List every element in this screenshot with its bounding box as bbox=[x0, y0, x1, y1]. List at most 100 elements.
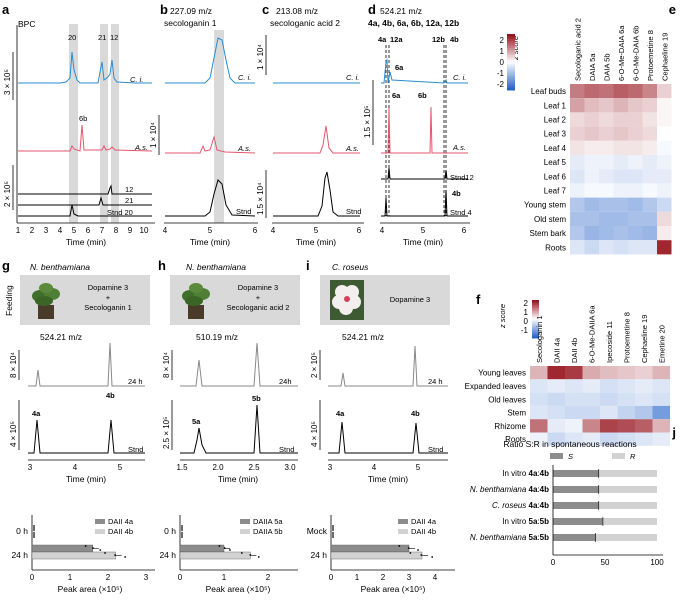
bar-chart: 0 h 24 h DAII 4a DAII 4b 0 1 2 3 Peak ar… bbox=[11, 515, 155, 594]
row-labels: Leaf buds Leaf 1 Leaf 2 Leaf 3 Leaf 4 Leaf 5 L… bbox=[524, 87, 567, 252]
trace-label-ci: C. i. bbox=[346, 73, 359, 82]
j-row-sep: : bbox=[537, 517, 539, 526]
legend-swatch-b bbox=[95, 529, 105, 534]
heatmap-cell bbox=[565, 419, 583, 433]
heatmap-row-label: Rhizome bbox=[494, 422, 526, 431]
x-tick: 6 bbox=[357, 226, 362, 235]
heatmap-cell bbox=[628, 155, 643, 170]
cbar-tick: 0 bbox=[524, 317, 529, 326]
colorbar-segment bbox=[532, 328, 539, 331]
colorbar-segment bbox=[532, 333, 539, 336]
heatmap-cell bbox=[613, 84, 628, 99]
legend-swatch-s bbox=[550, 453, 563, 459]
panel-e: e z score 2 1 0 -1 -2 Secologanic acid 2… bbox=[497, 2, 676, 255]
trace-stnd-20 bbox=[18, 204, 152, 217]
data-point bbox=[398, 545, 401, 547]
trace-as bbox=[18, 124, 153, 152]
data-point bbox=[218, 545, 221, 547]
heatmap-cell bbox=[599, 169, 614, 184]
x-tick: 5 bbox=[314, 226, 319, 235]
j-row-prefix: N. benthamiana bbox=[470, 485, 529, 494]
data-point bbox=[181, 532, 183, 534]
j-row-sep: : bbox=[537, 533, 539, 542]
heatmap-cell bbox=[599, 211, 614, 226]
heatmap-cell bbox=[530, 379, 548, 393]
trace-stnd-12 bbox=[381, 167, 468, 180]
bar-ylabel: 24 h bbox=[11, 550, 28, 560]
x-tick: 4 bbox=[163, 226, 168, 235]
x-tick: 1 bbox=[222, 573, 227, 582]
heatmap-cell bbox=[642, 183, 657, 198]
flower-icon bbox=[330, 280, 364, 320]
trace-label-ci: C. i. bbox=[130, 75, 143, 84]
heatmap-cell bbox=[599, 155, 614, 170]
heatmap-cell bbox=[628, 98, 643, 113]
stnd-label-4: Stnd 4 bbox=[450, 208, 472, 217]
colorbar-segment bbox=[507, 87, 515, 91]
bar-ylabel: 24 h bbox=[310, 550, 327, 560]
heatmap-cell bbox=[600, 432, 618, 446]
x-tick: 2 bbox=[266, 573, 271, 582]
heatmap-cell bbox=[617, 419, 635, 433]
bar-xlabel: Peak area (×10⁵) bbox=[206, 584, 271, 594]
heatmap-cell bbox=[570, 98, 585, 113]
peak-label-6b: 6b bbox=[418, 91, 427, 100]
heatmap-col-label: DAII 4a bbox=[552, 337, 561, 363]
bar-chart: Mock 24 h DAII 4a DAII 4b 0 1 2 3 4 Peak… bbox=[307, 515, 455, 594]
legend-label-b: DAII 4b bbox=[411, 527, 436, 536]
scale-label-bottom: 1.5 × 10⁴ bbox=[256, 182, 265, 215]
heatmap-cell bbox=[635, 379, 653, 393]
peak-label-a: 4a bbox=[336, 409, 345, 418]
heatmap-cell bbox=[635, 432, 653, 446]
panel-b: b 227.09 m/z secologanin 1 1 × 10⁴ C. i.… bbox=[149, 2, 258, 247]
heatmap-cell bbox=[613, 140, 628, 155]
scale-label: 1.5 × 10⁵ bbox=[363, 106, 372, 138]
trace-stnd-12 bbox=[18, 184, 152, 195]
heatmap-cell bbox=[599, 226, 614, 241]
legend-swatch-a bbox=[95, 519, 105, 524]
panel-j-title: Ratio S:R in spontaneous reactions bbox=[503, 439, 636, 449]
j-row-prefix: In vitro bbox=[502, 517, 528, 526]
panel-a-title: BPC bbox=[18, 19, 35, 29]
bar bbox=[31, 551, 116, 560]
heatmap-cell bbox=[628, 84, 643, 99]
heatmap-cell bbox=[570, 169, 585, 184]
x-tick: 3 bbox=[28, 463, 33, 472]
colorbar-segment bbox=[532, 320, 539, 323]
trace-label-as: A.s. bbox=[345, 144, 359, 153]
heatmap-col-label: Ipecoside 11 bbox=[605, 321, 614, 363]
x-axis-label: Time (min) bbox=[296, 237, 336, 247]
scale-label-top: 2 × 10⁵ bbox=[310, 352, 319, 378]
panel-d: d 524.21 m/z 4a, 4b, 6a, 6b, 12a, 12b 1.… bbox=[363, 2, 474, 247]
heatmap-cell bbox=[617, 379, 635, 393]
x-tick: 2 bbox=[381, 573, 386, 582]
trace-ci bbox=[381, 58, 468, 84]
heatmap-cell bbox=[652, 405, 670, 420]
bar-ylabel: 0 h bbox=[16, 526, 28, 536]
j-row-sep: : bbox=[537, 469, 539, 478]
bar-r bbox=[602, 518, 657, 525]
x-tick: 100 bbox=[650, 558, 664, 567]
j-row-label: In vitro 5a:5b bbox=[502, 517, 549, 526]
colorbar-segment bbox=[507, 45, 515, 49]
heatmap-cell bbox=[642, 126, 657, 141]
feeding-label: Feeding bbox=[4, 285, 14, 316]
heatmap-col-label: Secologanin 1 bbox=[535, 315, 544, 363]
mz-label: 510.19 m/z bbox=[196, 332, 238, 342]
heatmap-cell bbox=[570, 240, 585, 255]
heatmap-cell bbox=[642, 197, 657, 212]
trace-stnd bbox=[328, 421, 448, 454]
heatmap-cell bbox=[642, 112, 657, 127]
heatmap-cell bbox=[584, 126, 599, 141]
heatmap-cell bbox=[547, 379, 565, 393]
heatmap-cell bbox=[628, 112, 643, 127]
data-point bbox=[417, 549, 419, 551]
colorbar-segment bbox=[507, 62, 515, 65]
bar-s bbox=[553, 486, 599, 493]
heatmap-cell bbox=[635, 366, 653, 380]
heatmap-cell bbox=[657, 112, 672, 127]
colorbar-segment bbox=[507, 57, 515, 61]
x-tick: 0 bbox=[551, 558, 556, 567]
heatmap-cell bbox=[582, 419, 600, 433]
peak-label: 12a bbox=[390, 35, 403, 44]
